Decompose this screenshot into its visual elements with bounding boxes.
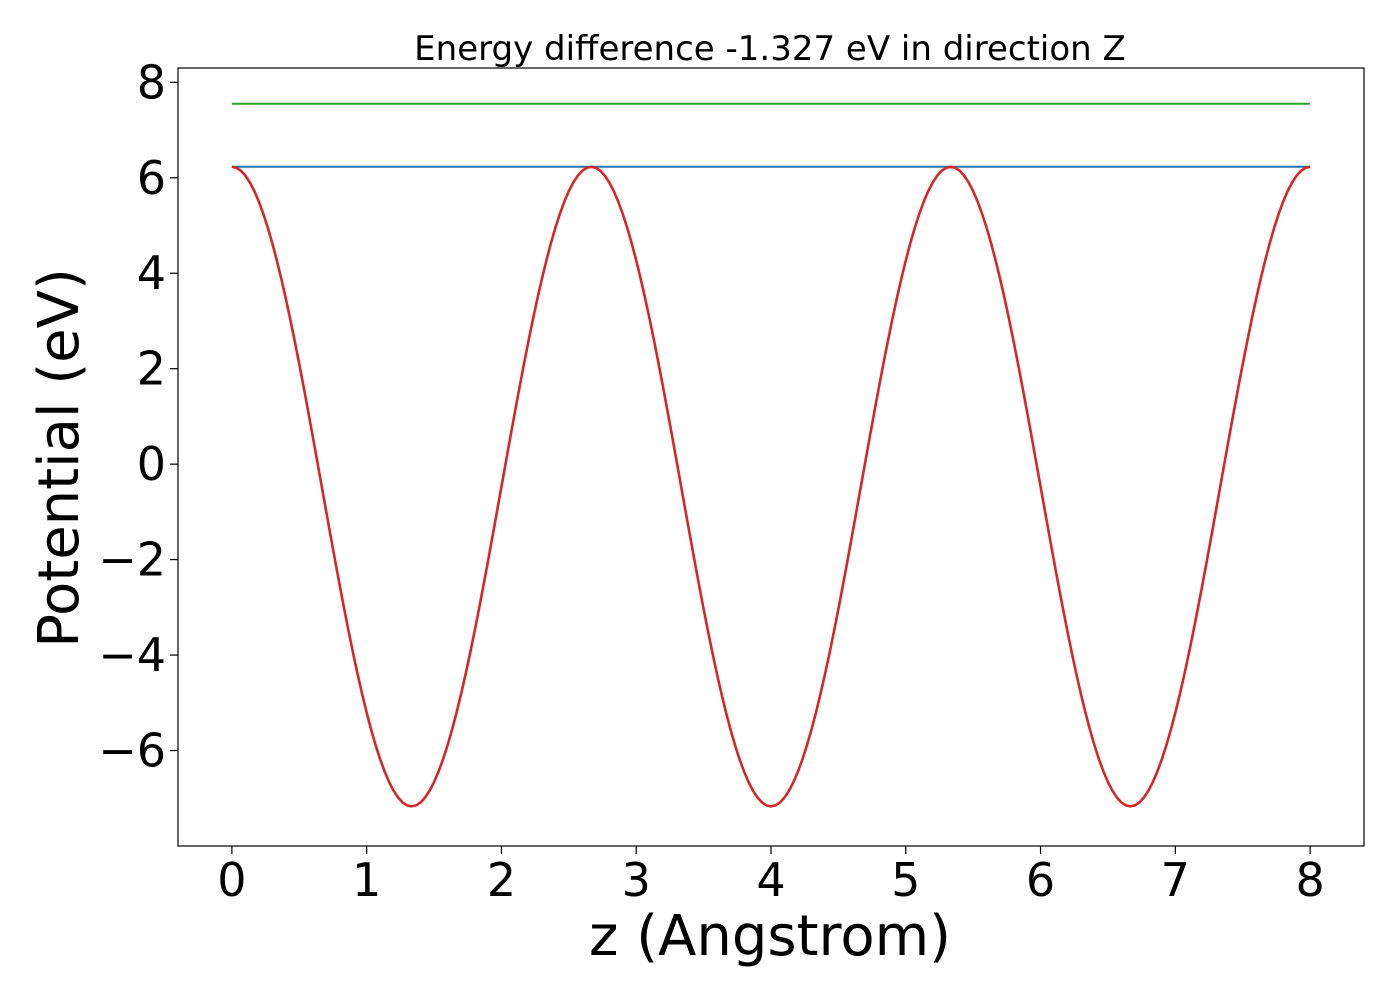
x-tick-label: 8 xyxy=(1295,853,1324,907)
x-tick-label: 1 xyxy=(352,853,381,907)
plot-lines xyxy=(231,102,1311,808)
y-tick-label: −6 xyxy=(98,724,166,778)
x-tick-label: 6 xyxy=(1026,853,1055,907)
x-axis-ticks: 0 1 2 3 4 5 6 7 8 xyxy=(217,846,1325,907)
y-tick-label: 4 xyxy=(137,246,166,300)
y-tick-label: 2 xyxy=(137,342,166,396)
x-tick-label: 0 xyxy=(217,853,246,907)
y-axis-label: Potential (eV) xyxy=(27,268,92,648)
x-tick-label: 2 xyxy=(487,853,516,907)
y-tick-label: 6 xyxy=(137,151,166,205)
x-tick-label: 3 xyxy=(622,853,651,907)
series-line-3 xyxy=(231,165,1311,808)
y-tick-label: 0 xyxy=(137,437,166,491)
x-axis-label: z (Angstrom) xyxy=(589,904,951,969)
y-tick-label: −2 xyxy=(98,533,166,587)
x-tick-label: 7 xyxy=(1161,853,1190,907)
x-tick-label: 5 xyxy=(891,853,920,907)
y-tick-label: 8 xyxy=(137,55,166,109)
x-tick-label: 4 xyxy=(756,853,785,907)
y-axis-ticks: −6 −4 −2 0 2 4 6 8 xyxy=(98,55,178,778)
chart-title: Energy difference -1.327 eV in direction… xyxy=(414,29,1126,69)
y-tick-label: −4 xyxy=(98,628,166,682)
